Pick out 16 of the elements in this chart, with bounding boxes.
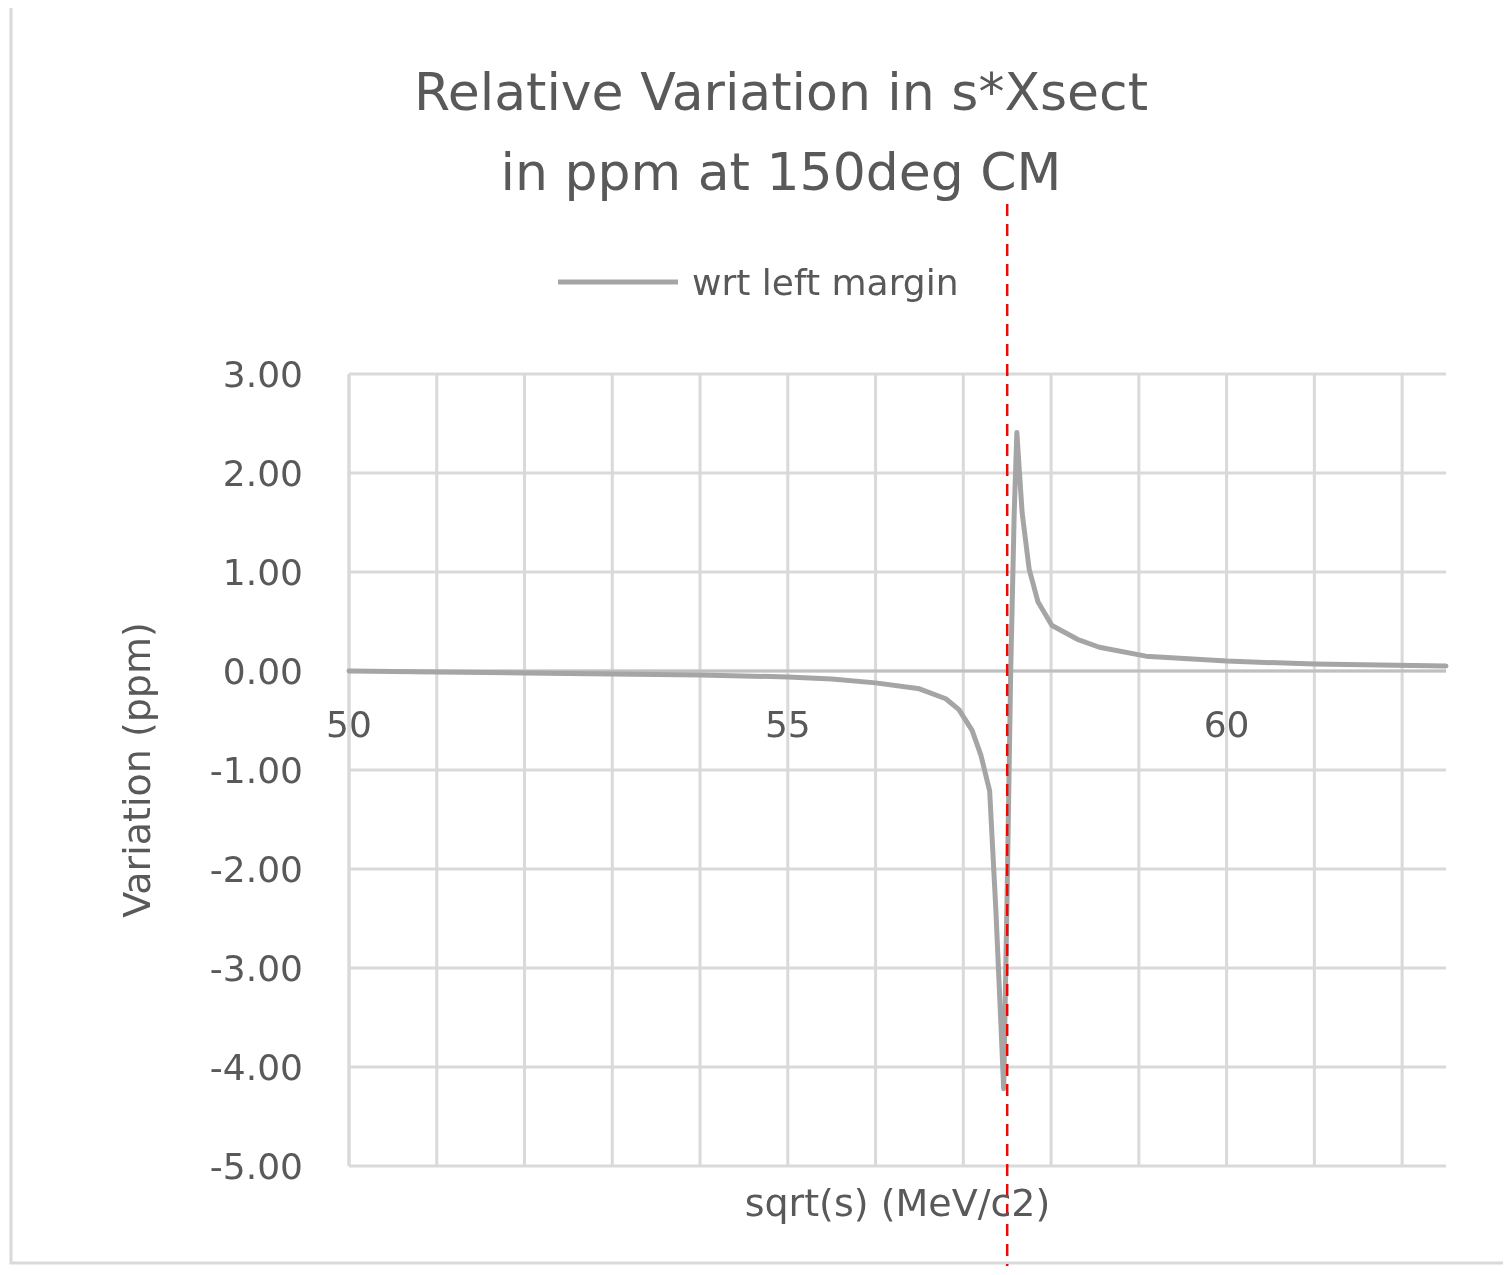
x-tick-label: 60 [1203,704,1250,745]
y-tick-label: 2.00 [222,452,303,494]
y-tick-label: 3.00 [222,353,303,395]
y-tick-label: -2.00 [209,848,303,890]
legend-label: wrt left margin [692,261,959,303]
x-tick-label: 55 [764,704,811,745]
x-axis-title: sqrt(s) (MeV/c2) [744,1181,1051,1225]
y-tick-label: -4.00 [209,1046,303,1088]
chart-title: Relative Variation in s*Xsect in ppm at 150deg CM [413,62,1149,202]
y-tick-label: -3.00 [209,947,303,989]
y-tick-label: 1.00 [222,551,303,593]
y-tick-label: -1.00 [209,749,303,791]
y-tick-label: 0.00 [222,650,303,692]
y-tick-label: -5.00 [209,1145,303,1187]
x-tick-label: 50 [326,704,372,745]
y-axis-title: Variation (ppm) [115,622,159,918]
